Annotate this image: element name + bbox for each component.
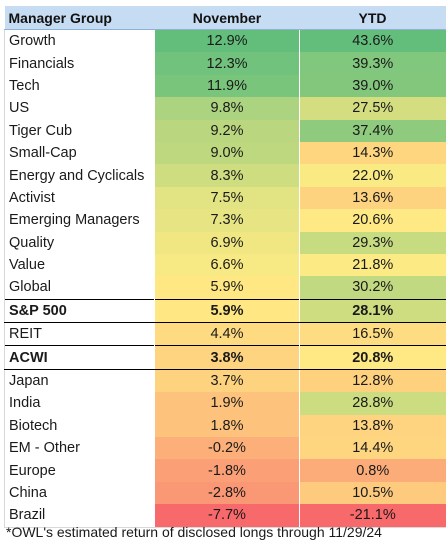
manager-group-cell: Growth <box>4 29 155 53</box>
manager-group-cell: India <box>4 392 155 415</box>
table-row: US 9.8% 27.5% <box>4 97 446 120</box>
header-november: November <box>154 6 300 30</box>
header-ytd: YTD <box>299 6 446 30</box>
table-row: Small-Cap 9.0% 14.3% <box>4 141 446 165</box>
returns-heatmap-table: Manager Group November YTD Growth 12.9% 43… <box>4 6 446 528</box>
manager-group-cell: ACWI <box>4 345 155 370</box>
manager-group-cell: Tech <box>4 74 155 98</box>
manager-group-cell: Energy and Cyclicals <box>4 164 155 187</box>
november-return-cell: 11.9% <box>154 74 300 98</box>
table-row: Financials 12.3% 39.3% <box>4 52 446 75</box>
ytd-return-cell: -21.1% <box>299 504 446 528</box>
manager-group-cell: Brazil <box>4 504 155 528</box>
header-manager-group: Manager Group <box>4 6 155 30</box>
table-row: EM - Other -0.2% 14.4% <box>4 437 446 460</box>
manager-group-cell: Europe <box>4 459 155 482</box>
manager-group-cell: Financials <box>4 52 155 75</box>
table-row: Tech 11.9% 39.0% <box>4 74 446 98</box>
ytd-return-cell: 28.1% <box>299 298 446 324</box>
ytd-return-cell: 29.3% <box>299 231 446 254</box>
table-row: Emerging Managers 7.3% 20.6% <box>4 209 446 232</box>
november-return-cell: 5.9% <box>154 298 300 324</box>
manager-group-cell: S&P 500 <box>4 298 155 324</box>
november-return-cell: 12.9% <box>154 29 300 53</box>
table-row: Tiger Cub 9.2% 37.4% <box>4 119 446 142</box>
table-row: Value 6.6% 21.8% <box>4 253 446 277</box>
table-row: India 1.9% 28.8% <box>4 392 446 415</box>
manager-group-cell: Small-Cap <box>4 141 155 165</box>
ytd-return-cell: 14.4% <box>299 437 446 460</box>
table-row: Global 5.9% 30.2% <box>4 276 446 300</box>
table-row: Europe -1.8% 0.8% <box>4 459 446 482</box>
ytd-return-cell: 13.6% <box>299 186 446 210</box>
table-row: Quality 6.9% 29.3% <box>4 231 446 254</box>
ytd-return-cell: 27.5% <box>299 97 446 120</box>
table-row: ACWI 3.8% 20.8% <box>4 345 446 370</box>
manager-group-cell: Biotech <box>4 414 155 438</box>
table-row: Japan 3.7% 12.8% <box>4 369 446 393</box>
november-return-cell: 3.8% <box>154 345 300 370</box>
manager-group-cell: REIT <box>4 322 155 346</box>
ytd-return-cell: 14.3% <box>299 141 446 165</box>
november-return-cell: 9.2% <box>154 119 300 142</box>
ytd-return-cell: 39.3% <box>299 52 446 75</box>
manager-group-cell: Quality <box>4 231 155 254</box>
manager-group-cell: Value <box>4 253 155 277</box>
table-row: REIT 4.4% 16.5% <box>4 322 446 346</box>
table-row: S&P 500 5.9% 28.1% <box>4 298 446 324</box>
november-return-cell: 1.8% <box>154 414 300 438</box>
november-return-cell: 7.3% <box>154 209 300 232</box>
november-return-cell: 6.9% <box>154 231 300 254</box>
manager-group-cell: Activist <box>4 186 155 210</box>
manager-group-cell: Emerging Managers <box>4 209 155 232</box>
manager-group-cell: Global <box>4 276 155 300</box>
november-return-cell: 12.3% <box>154 52 300 75</box>
table-row: Activist 7.5% 13.6% <box>4 186 446 210</box>
ytd-return-cell: 43.6% <box>299 29 446 53</box>
november-return-cell: -1.8% <box>154 459 300 482</box>
november-return-cell: -7.7% <box>154 504 300 528</box>
november-return-cell: 6.6% <box>154 253 300 277</box>
ytd-return-cell: 37.4% <box>299 119 446 142</box>
november-return-cell: 8.3% <box>154 164 300 187</box>
table-body: Growth 12.9% 43.6% Financials 12.3% 39.3% Tech… <box>4 29 446 528</box>
ytd-return-cell: 20.8% <box>299 345 446 370</box>
manager-group-cell: Tiger Cub <box>4 119 155 142</box>
ytd-return-cell: 28.8% <box>299 392 446 415</box>
ytd-return-cell: 16.5% <box>299 322 446 346</box>
ytd-return-cell: 39.0% <box>299 74 446 98</box>
header-row: Manager Group November YTD <box>4 6 446 30</box>
manager-group-cell: US <box>4 97 155 120</box>
table-row: Growth 12.9% 43.6% <box>4 29 446 53</box>
november-return-cell: 3.7% <box>154 369 300 393</box>
ytd-return-cell: 22.0% <box>299 164 446 187</box>
footnote: *OWL's estimated return of disclosed lon… <box>6 524 382 540</box>
manager-group-cell: Japan <box>4 369 155 393</box>
november-return-cell: -2.8% <box>154 481 300 505</box>
ytd-return-cell: 10.5% <box>299 481 446 505</box>
november-return-cell: -0.2% <box>154 437 300 460</box>
november-return-cell: 7.5% <box>154 186 300 210</box>
ytd-return-cell: 0.8% <box>299 459 446 482</box>
ytd-return-cell: 20.6% <box>299 209 446 232</box>
november-return-cell: 9.8% <box>154 97 300 120</box>
november-return-cell: 9.0% <box>154 141 300 165</box>
november-return-cell: 1.9% <box>154 392 300 415</box>
table-row: China -2.8% 10.5% <box>4 481 446 505</box>
ytd-return-cell: 30.2% <box>299 276 446 300</box>
ytd-return-cell: 21.8% <box>299 253 446 277</box>
manager-group-cell: EM - Other <box>4 437 155 460</box>
ytd-return-cell: 12.8% <box>299 369 446 393</box>
november-return-cell: 4.4% <box>154 322 300 346</box>
table-row: Energy and Cyclicals 8.3% 22.0% <box>4 164 446 187</box>
table-row: Biotech 1.8% 13.8% <box>4 414 446 438</box>
manager-group-cell: China <box>4 481 155 505</box>
november-return-cell: 5.9% <box>154 276 300 300</box>
table-row: Brazil -7.7% -21.1% <box>4 504 446 528</box>
ytd-return-cell: 13.8% <box>299 414 446 438</box>
